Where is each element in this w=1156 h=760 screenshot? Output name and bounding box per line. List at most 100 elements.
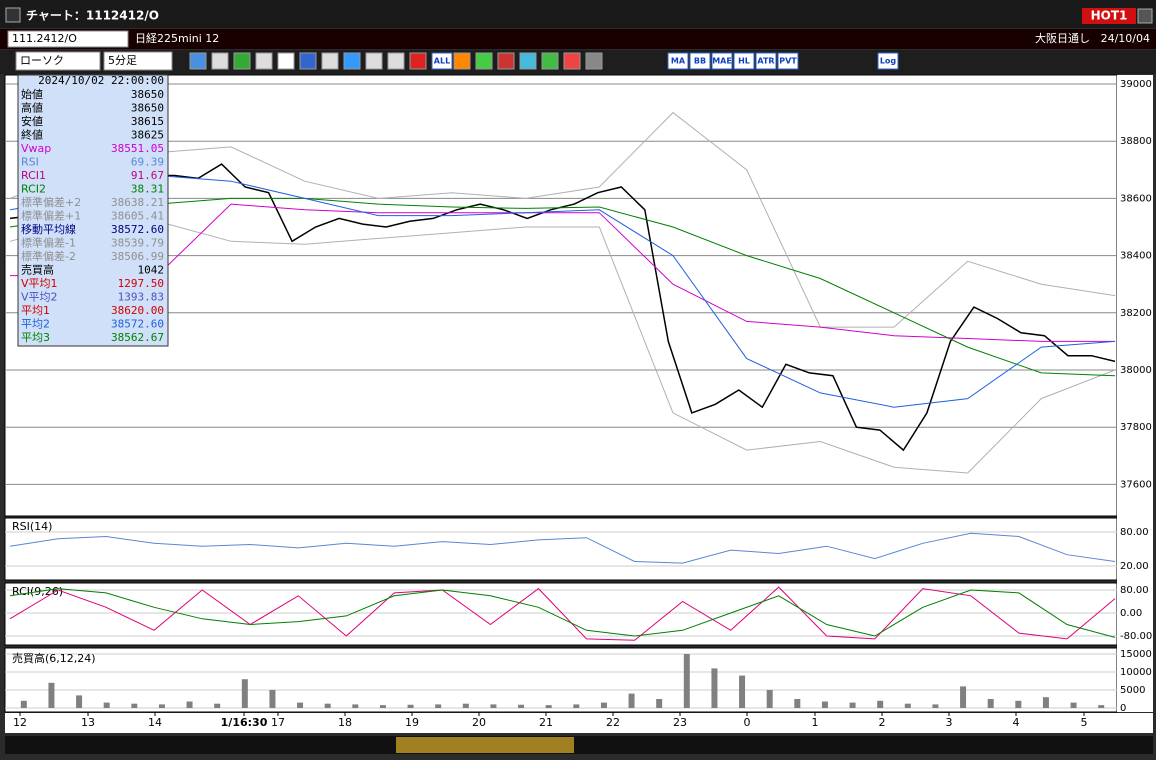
tool-icon[interactable] <box>255 52 273 70</box>
volume-bar <box>379 705 386 708</box>
volume-bar <box>435 704 442 708</box>
chart-type-select[interactable] <box>15 51 101 71</box>
header-row <box>0 29 1156 49</box>
info-label: 平均2 <box>21 318 50 331</box>
tool-icon[interactable] <box>387 52 405 70</box>
tool-icon[interactable] <box>667 52 689 70</box>
volume-bar <box>76 695 83 708</box>
y-tick-label: 38000 <box>1120 365 1152 376</box>
series-line <box>9 588 1116 638</box>
volume-bar <box>407 704 414 708</box>
series-line <box>9 220 1116 474</box>
tool-icon[interactable] <box>711 52 733 70</box>
series-line <box>9 174 1116 408</box>
volume-bar <box>628 693 635 708</box>
panel-title: RSI(14) <box>12 520 52 533</box>
chart-type: ローソク <box>20 54 64 67</box>
volume-bar <box>214 703 221 708</box>
info-value: 38650 <box>131 102 164 115</box>
tool-icon[interactable] <box>689 52 711 70</box>
volume-bar <box>462 703 469 708</box>
y-tick-label: 37600 <box>1120 479 1152 490</box>
info-label: Vwap <box>21 142 51 155</box>
tool-icon[interactable] <box>519 52 537 70</box>
tool-icon[interactable] <box>233 52 251 70</box>
volume-bar <box>683 654 690 708</box>
volume-bar <box>241 679 248 708</box>
x-tick-label: 14 <box>148 716 162 729</box>
volume-bar <box>48 682 55 708</box>
hot-badge[interactable] <box>1082 8 1136 24</box>
volume-bar <box>158 704 165 708</box>
volume-bar <box>20 700 27 708</box>
scrollbar[interactable] <box>5 736 1153 754</box>
title-bar <box>0 0 1156 28</box>
series-line <box>9 532 1116 564</box>
tool-icon[interactable] <box>563 52 581 70</box>
tool-icon[interactable] <box>211 52 229 70</box>
volume-bar <box>766 690 773 708</box>
info-label: 売買高 <box>21 263 54 277</box>
window-title: チャート：1112412/O <box>26 9 159 23</box>
tool-icon[interactable] <box>475 52 493 70</box>
tool-icon[interactable] <box>777 52 799 70</box>
y-tick-label: 38200 <box>1120 308 1152 319</box>
y-tick-label: 15000 <box>1120 649 1152 660</box>
tool-icon-label: ATR <box>757 57 774 66</box>
info-label: 平均1 <box>21 304 50 317</box>
tool-icon[interactable] <box>877 52 899 70</box>
tool-icon[interactable] <box>755 52 777 70</box>
x-tick-label: 18 <box>338 716 352 729</box>
info-label: RCI1 <box>21 169 46 182</box>
info-value: 38605.41 <box>111 210 164 223</box>
y-tick-label: 39000 <box>1120 79 1152 90</box>
volume-bar <box>1015 700 1022 708</box>
info-label: 高値 <box>21 101 43 115</box>
volume-bar <box>656 699 663 708</box>
x-tick-label: 1/16:30 <box>221 716 268 729</box>
tool-icon[interactable] <box>299 52 317 70</box>
x-tick-label: 3 <box>946 716 953 729</box>
info-value: 38638.21 <box>111 196 164 209</box>
info-label: 標準偏差+2 <box>21 195 81 209</box>
x-tick-label: 21 <box>539 716 553 729</box>
tool-icon[interactable] <box>431 52 453 70</box>
tool-icon[interactable] <box>497 52 515 70</box>
tool-icon[interactable] <box>321 52 339 70</box>
interval-select[interactable] <box>103 51 173 71</box>
volume-bar <box>186 701 193 708</box>
info-value: 38562.67 <box>111 331 164 344</box>
scroll-thumb[interactable] <box>396 737 574 753</box>
tool-icon[interactable] <box>277 52 295 70</box>
tool-icon[interactable] <box>343 52 361 70</box>
info-label: V平均1 <box>21 277 58 290</box>
tool-icon[interactable] <box>409 52 427 70</box>
info-value: 69.39 <box>131 156 164 169</box>
volume-bar <box>877 700 884 708</box>
x-tick-label: 20 <box>472 716 486 729</box>
volume-bar <box>269 690 276 708</box>
symbol-name: 日経225mini 12 <box>135 32 219 45</box>
info-value: 38551.05 <box>111 142 164 155</box>
info-label: 標準偏差-1 <box>21 236 76 250</box>
volume-bar <box>821 701 828 708</box>
axis-area <box>1117 75 1153 712</box>
tool-icon[interactable] <box>733 52 755 70</box>
y-tick-label: 0 <box>1120 703 1126 714</box>
volume-bar <box>932 704 939 708</box>
info-label: 標準偏差+1 <box>21 209 81 223</box>
volume-bar <box>1070 702 1077 708</box>
tool-icon[interactable] <box>453 52 471 70</box>
tool-icon[interactable] <box>585 52 603 70</box>
tool-icon[interactable] <box>189 52 207 70</box>
close-button[interactable] <box>1137 8 1153 24</box>
tool-icon[interactable] <box>365 52 383 70</box>
rci-panel <box>4 582 1118 646</box>
x-tick-label: 19 <box>405 716 419 729</box>
symbol-box[interactable] <box>7 30 129 48</box>
volume-bar <box>960 686 967 708</box>
info-box <box>17 74 169 347</box>
info-label: 移動平均線 <box>21 222 76 236</box>
tool-icon[interactable] <box>541 52 559 70</box>
